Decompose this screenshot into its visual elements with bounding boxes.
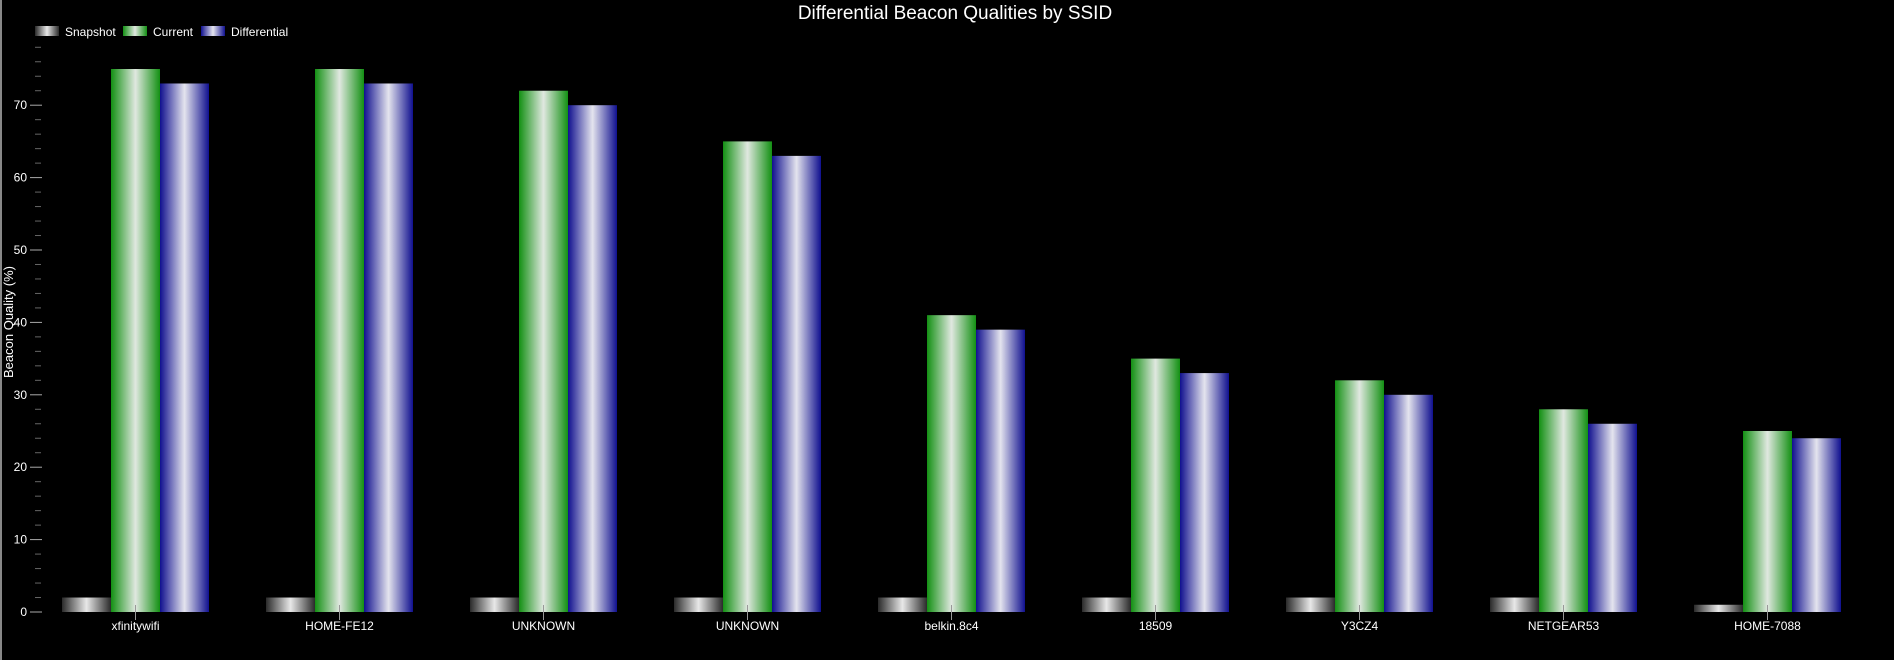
legend-label-snapshot: Snapshot — [65, 25, 116, 39]
x-tick-label: belkin.8c4 — [924, 619, 978, 633]
bar-current-6 — [1335, 380, 1384, 612]
bar-snapshot-5 — [1082, 597, 1131, 612]
bar-differential-3 — [772, 155, 821, 612]
bar-differential-5 — [1180, 373, 1229, 612]
bar-snapshot-2 — [470, 597, 519, 612]
x-tick-label: NETGEAR53 — [1528, 619, 1600, 633]
y-tick-label: 70 — [14, 98, 28, 112]
legend-swatch-snapshot — [35, 26, 59, 36]
x-tick-label: HOME-7088 — [1734, 619, 1801, 633]
bar-differential-1 — [364, 83, 413, 613]
y-tick-label: 60 — [14, 171, 28, 185]
x-tick-label: xfinitywifi — [111, 619, 159, 633]
chart-title: Differential Beacon Qualities by SSID — [798, 3, 1112, 24]
left-border — [0, 0, 2, 660]
bar-current-1 — [315, 69, 364, 612]
legend-label-differential: Differential — [231, 25, 288, 39]
legend-swatch-differential — [201, 26, 225, 36]
x-tick-label: HOME-FE12 — [305, 619, 374, 633]
bar-snapshot-3 — [674, 597, 723, 612]
bar-current-3 — [723, 141, 772, 612]
x-tick-label: UNKNOWN — [716, 619, 779, 633]
bar-current-0 — [111, 69, 160, 612]
bar-current-7 — [1539, 409, 1588, 612]
bar-snapshot-4 — [878, 597, 927, 612]
x-axis: xfinitywifi HOME-FE12 UNKNOWN UNKNOWN belkin… — [111, 605, 1801, 633]
x-tick-label: UNKNOWN — [512, 619, 575, 633]
bar-current-4 — [927, 315, 976, 612]
bar-snapshot-6 — [1286, 597, 1335, 612]
y-tick-label: 40 — [14, 315, 28, 329]
bar-differential-4 — [976, 329, 1025, 612]
y-axis-label: Beacon Quality (%) — [1, 266, 16, 378]
bar-current-8 — [1743, 431, 1792, 612]
bars — [62, 69, 1841, 613]
bar-snapshot-7 — [1490, 597, 1539, 612]
bar-current-5 — [1131, 358, 1180, 612]
x-tick-label: 18509 — [1139, 619, 1173, 633]
bar-snapshot-0 — [62, 597, 111, 612]
x-tick-label: Y3CZ4 — [1341, 619, 1379, 633]
bar-snapshot-1 — [266, 597, 315, 612]
y-tick-label: 10 — [14, 533, 28, 547]
y-tick-label: 30 — [14, 388, 28, 402]
bar-differential-2 — [568, 105, 617, 612]
y-tick-label: 20 — [14, 460, 28, 474]
bar-current-2 — [519, 90, 568, 613]
y-tick-label: 0 — [20, 605, 27, 619]
legend-swatch-current — [123, 26, 147, 36]
bar-differential-7 — [1588, 423, 1637, 612]
bar-differential-0 — [160, 83, 209, 613]
y-tick-label: 50 — [14, 243, 28, 257]
legend: Snapshot Current Differential — [35, 25, 288, 39]
y-axis: 0 10 20 30 40 50 60 70 — [14, 46, 42, 619]
legend-label-current: Current — [153, 25, 194, 39]
bar-differential-8 — [1792, 438, 1841, 612]
bar-snapshot-8 — [1694, 604, 1743, 612]
bar-differential-6 — [1384, 394, 1433, 612]
